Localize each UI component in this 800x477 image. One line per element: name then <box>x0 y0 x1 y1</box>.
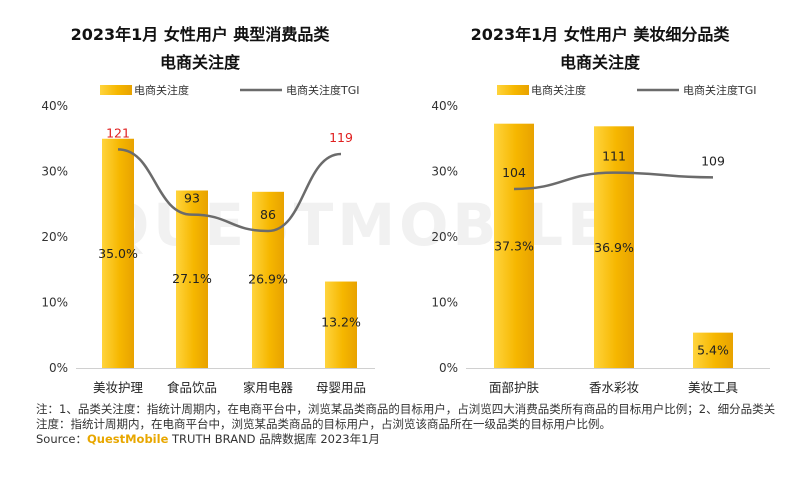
source-prefix: Source： <box>36 432 87 446</box>
chart-subtitle: 电商关注度 <box>160 53 241 72</box>
legend-label-bar: 电商关注度 <box>531 83 586 97</box>
bar-value-label: 13.2% <box>321 314 361 329</box>
bar-value-label: 5.4% <box>697 342 729 357</box>
tgi-value-label: 121 <box>106 125 130 140</box>
bar-value-label: 35.0% <box>98 246 138 261</box>
bar <box>494 123 534 368</box>
x-category-label: 家用电器 <box>243 380 294 395</box>
y-tick-label: 0% <box>49 361 68 375</box>
chart-title: 2023年1月 女性用户 美妆细分品类 <box>471 25 731 44</box>
bar-value-label: 37.3% <box>494 239 534 254</box>
bar <box>325 281 357 368</box>
x-category-label: 香水彩妆 <box>589 380 639 395</box>
bar <box>594 126 634 369</box>
y-tick-label: 40% <box>431 99 458 113</box>
source-line: Source：QuestMobile TRUTH BRAND 品牌数据库 202… <box>36 432 776 447</box>
bar <box>252 191 284 368</box>
x-category-label: 食品饮品 <box>167 380 217 395</box>
bar <box>102 138 134 368</box>
legend-label-bar: 电商关注度 <box>134 83 189 97</box>
y-tick-label: 30% <box>41 165 68 179</box>
legend-label-line: 电商关注度TGI <box>286 83 360 97</box>
bar-value-label: 36.9% <box>594 240 634 255</box>
y-tick-label: 20% <box>431 230 458 244</box>
footer-notes: 注：1、品类关注度：指统计周期内，在电商平台中，浏览某品类商品的目标用户，占浏览… <box>36 402 776 447</box>
y-tick-label: 10% <box>431 296 458 310</box>
tgi-line <box>117 148 342 233</box>
tgi-value-label: 111 <box>602 149 626 164</box>
y-tick-label: 40% <box>41 99 68 113</box>
y-tick-label: 0% <box>439 361 458 375</box>
tgi-value-label: 109 <box>701 153 725 168</box>
footnote: 注：1、品类关注度：指统计周期内，在电商平台中，浏览某品类商品的目标用户，占浏览… <box>36 402 776 431</box>
legend-label-line: 电商关注度TGI <box>683 83 757 97</box>
tgi-value-label: 86 <box>260 207 276 222</box>
tgi-value-label: 104 <box>502 165 526 180</box>
x-category-label: 美妆工具 <box>688 380 739 395</box>
y-tick-label: 30% <box>431 165 458 179</box>
bar <box>693 332 733 368</box>
x-category-label: 母婴用品 <box>316 380 366 395</box>
chart-subtitle: 电商关注度 <box>560 53 641 72</box>
bar-value-label: 27.1% <box>172 271 212 286</box>
y-tick-label: 20% <box>41 230 68 244</box>
chart-title: 2023年1月 女性用户 典型消费品类 <box>71 25 331 44</box>
bar <box>176 190 208 368</box>
tgi-line <box>513 171 714 191</box>
tgi-value-label: 93 <box>184 191 200 206</box>
tgi-value-label: 119 <box>329 130 353 145</box>
x-category-label: 面部护肤 <box>489 380 540 395</box>
source-rest: TRUTH BRAND 品牌数据库 2023年1月 <box>168 432 380 446</box>
x-category-label: 美妆护理 <box>93 380 144 395</box>
legend-swatch-bar <box>497 85 529 95</box>
bar-value-label: 26.9% <box>248 271 288 286</box>
y-tick-label: 10% <box>41 296 68 310</box>
legend-swatch-bar <box>100 85 132 95</box>
source-brand: QuestMobile <box>87 432 169 446</box>
